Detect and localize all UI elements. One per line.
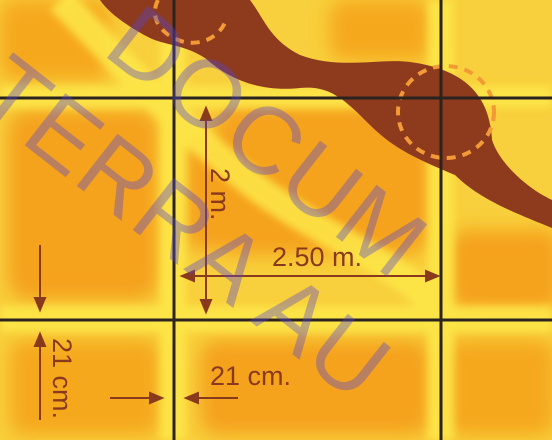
hot-zone	[8, 110, 158, 300]
hot-spot-circle	[152, 0, 228, 45]
hot-zone	[10, 340, 160, 435]
arrow-head	[149, 391, 165, 405]
hot-zone	[445, 340, 552, 435]
hot-zone	[215, 105, 430, 255]
dimension-label-gap-horizontal: 21 cm.	[210, 361, 292, 391]
hot-zone	[200, 340, 430, 435]
dimension-arrows	[33, 105, 441, 420]
arrow-head	[33, 297, 47, 313]
arrow-head	[179, 269, 195, 283]
arrow-head	[425, 269, 441, 283]
dimension-label-width: 2.50 m.	[272, 242, 363, 272]
root-mass	[100, 0, 552, 228]
hot-spot-circle	[396, 64, 496, 160]
arrow-head	[199, 299, 213, 315]
arrow-head	[199, 105, 213, 121]
dimension-label-gap-vertical: 21 cm.	[47, 338, 77, 420]
arrow-head	[33, 331, 47, 347]
hot-zone	[330, 0, 430, 60]
root-shape	[100, 0, 552, 228]
hot-zone	[450, 230, 552, 310]
arrow-head	[183, 391, 199, 405]
